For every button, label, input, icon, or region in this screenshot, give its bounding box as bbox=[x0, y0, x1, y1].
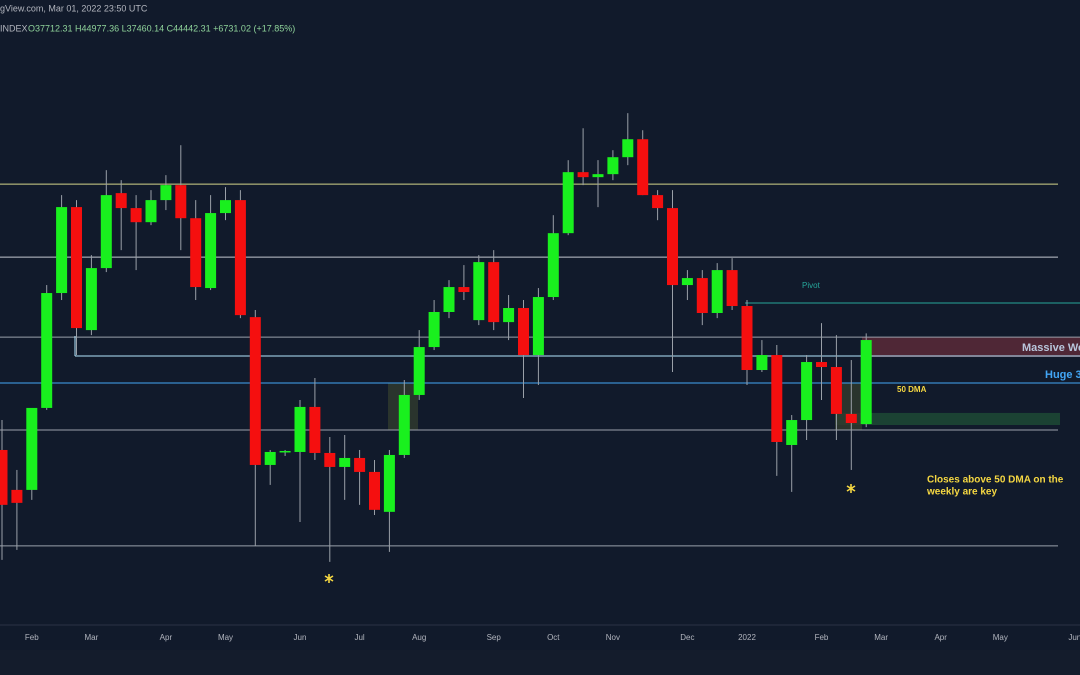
candle-body bbox=[845, 413, 857, 424]
candle-body bbox=[369, 471, 380, 510]
x-tick-label: Mar bbox=[874, 633, 888, 642]
x-tick-label: Aug bbox=[412, 633, 426, 642]
candle-body bbox=[592, 174, 604, 178]
candle-body bbox=[860, 340, 872, 424]
candle-body bbox=[473, 262, 485, 321]
candle-body bbox=[145, 200, 157, 223]
x-tick-label: Oct bbox=[547, 633, 560, 642]
x-tick-label: Jun bbox=[294, 633, 307, 642]
candle-body bbox=[264, 451, 276, 465]
x-tick-label: May bbox=[993, 633, 1008, 642]
candle-body bbox=[115, 193, 127, 209]
x-tick-label: May bbox=[218, 633, 233, 642]
candle-body bbox=[160, 185, 172, 201]
x-tick-label: Apr bbox=[934, 633, 947, 642]
candle-body bbox=[756, 355, 768, 371]
candle-body bbox=[458, 287, 470, 293]
x-tick-label: Apr bbox=[160, 633, 173, 642]
candle-body bbox=[696, 278, 708, 313]
candle-body bbox=[681, 278, 693, 286]
x-tick-label: Feb bbox=[815, 633, 829, 642]
candle-body bbox=[771, 355, 783, 442]
candle-body bbox=[0, 449, 8, 505]
candles bbox=[0, 113, 872, 562]
star-marker bbox=[324, 574, 334, 583]
candle-body bbox=[41, 293, 53, 408]
candle-body bbox=[220, 200, 231, 214]
candle-body bbox=[607, 157, 619, 175]
levels bbox=[0, 183, 1080, 547]
candle-body bbox=[354, 457, 366, 472]
candle-body bbox=[249, 317, 261, 465]
candle-body bbox=[652, 195, 664, 209]
candle-body bbox=[56, 207, 68, 294]
candle-body bbox=[801, 362, 813, 421]
candle-body bbox=[637, 139, 649, 196]
annotation: weekly are key bbox=[926, 487, 997, 498]
x-tick-label: Jun bbox=[1068, 633, 1080, 642]
zone bbox=[862, 337, 1080, 358]
candle-body bbox=[11, 489, 23, 503]
x-tick-label: Dec bbox=[680, 633, 694, 642]
candle-body bbox=[309, 406, 321, 453]
candle-body bbox=[816, 362, 827, 368]
candle-body bbox=[741, 306, 753, 371]
candle-body bbox=[190, 218, 202, 288]
candle-body bbox=[786, 420, 798, 445]
x-tick-label: Mar bbox=[85, 633, 99, 642]
candle-body bbox=[443, 287, 455, 313]
bottom-bar bbox=[0, 650, 1080, 675]
annotation: Pivot bbox=[802, 281, 821, 290]
candle-body bbox=[413, 347, 425, 395]
candle-body bbox=[175, 185, 187, 219]
annotation: Huge 3 bbox=[1045, 369, 1080, 381]
x-tick-label: Jul bbox=[354, 633, 364, 642]
candle-body bbox=[294, 406, 306, 452]
candle-body bbox=[205, 213, 217, 289]
candle-body bbox=[324, 452, 336, 467]
candle-body bbox=[622, 139, 634, 158]
candle-body bbox=[726, 270, 738, 307]
x-axis: Feb Mar Apr May Jun Jul Aug Sep Oct Nov Dec 2022 Feb… bbox=[25, 633, 1080, 642]
candle-body bbox=[398, 394, 410, 455]
candle-body bbox=[26, 407, 38, 490]
candle-body bbox=[518, 308, 529, 356]
candle-body bbox=[711, 270, 723, 313]
candle-body bbox=[383, 454, 395, 512]
candle-body bbox=[830, 367, 842, 414]
candle-body bbox=[339, 457, 351, 467]
x-tick-label: Nov bbox=[606, 633, 620, 642]
candle-body bbox=[503, 308, 515, 323]
candle-body bbox=[130, 208, 142, 223]
x-tick-label: Feb bbox=[25, 633, 39, 642]
candle-body bbox=[547, 233, 559, 298]
zone bbox=[835, 412, 1060, 426]
star-marker bbox=[846, 484, 856, 493]
candle-body bbox=[667, 208, 678, 286]
candle-body bbox=[488, 262, 500, 323]
annotations: Pivot Massive We Huge 3 50 DMA Closes above … bbox=[802, 281, 1080, 498]
candle-body bbox=[562, 172, 574, 234]
candle-body bbox=[71, 207, 82, 329]
candle-body bbox=[428, 312, 440, 348]
candle-body bbox=[532, 297, 544, 356]
annotation: Closes above 50 DMA on the bbox=[927, 475, 1064, 486]
annotation: Massive We bbox=[1022, 342, 1080, 354]
candle-body bbox=[85, 268, 97, 331]
header-source: gView.com, Mar 01, 2022 23:50 UTC bbox=[0, 3, 148, 13]
annotation: 50 DMA bbox=[897, 385, 927, 394]
candle-body bbox=[234, 200, 246, 316]
header-ohlc: O37712.31 H44977.36 L37460.14 C44442.31 … bbox=[28, 23, 295, 33]
candle-body bbox=[279, 450, 291, 453]
candle-body bbox=[577, 172, 589, 178]
header-symbol: INDEX bbox=[0, 23, 28, 33]
x-tick-label: 2022 bbox=[738, 633, 756, 642]
candle-body bbox=[100, 195, 112, 269]
x-tick-label: Sep bbox=[487, 633, 502, 642]
